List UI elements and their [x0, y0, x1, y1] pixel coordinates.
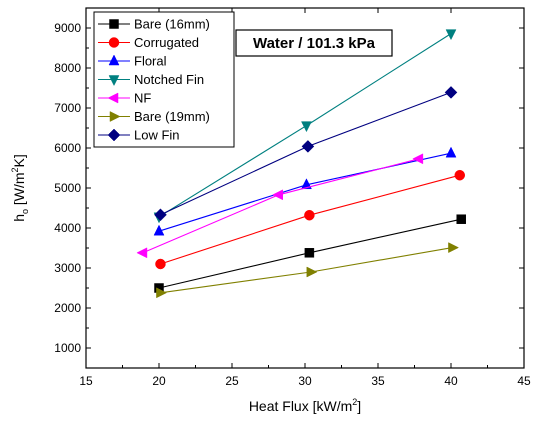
y-tick-label: 6000 — [54, 141, 81, 155]
data-point — [412, 153, 424, 165]
data-point — [304, 209, 315, 221]
y-tick-label: 2000 — [54, 301, 81, 315]
x-tick-label: 30 — [298, 374, 312, 388]
legend-item: Bare (19mm) — [98, 109, 210, 124]
series-low-fin — [154, 86, 458, 222]
data-point — [448, 242, 460, 254]
data-point — [301, 140, 315, 153]
legend-item: Corrugated — [98, 35, 199, 50]
y-tick-label: 8000 — [54, 61, 81, 75]
y-tick-label: 7000 — [54, 101, 81, 115]
legend-item: Bare (16mm) — [98, 17, 210, 32]
data-point — [304, 248, 315, 258]
annotation-box: Water / 101.3 kPa — [235, 29, 393, 57]
data-point — [445, 29, 457, 41]
y-tick-label: 3000 — [54, 261, 81, 275]
axis-ticks: 15 20 25 30 35 40 45 1000 2000 3000 4000 5000 6000 70… — [54, 8, 531, 388]
series-bare-19mm — [156, 242, 460, 299]
legend-marker — [109, 111, 121, 122]
data-point — [272, 189, 283, 201]
data-point — [153, 224, 165, 236]
x-tick-label: 25 — [225, 374, 239, 388]
data-point — [301, 178, 312, 190]
data-point — [444, 86, 458, 99]
legend-label: Floral — [134, 54, 167, 69]
data-point — [155, 258, 166, 270]
series-layer — [136, 29, 466, 299]
series-nf — [136, 153, 424, 259]
y-tick-label: 4000 — [54, 221, 81, 235]
data-point — [454, 169, 466, 181]
legend-marker — [108, 37, 120, 48]
legend: Bare (16mm) Corrugated Floral Notched Fin NF… — [93, 11, 235, 148]
series-line — [158, 152, 452, 232]
legend-marker — [107, 92, 119, 104]
x-tick-label: 35 — [371, 374, 385, 388]
y-axis-title: ho [W/m2K] — [10, 154, 30, 222]
legend-label: Bare (19mm) — [134, 109, 210, 124]
annotation-text: Water / 101.3 kPa — [253, 35, 376, 52]
y-tick-label: 1000 — [54, 341, 81, 355]
data-point — [456, 214, 466, 224]
legend-label: Corrugated — [134, 35, 199, 50]
x-tick-label: 15 — [79, 374, 93, 388]
y-tick-label: 9000 — [54, 21, 81, 35]
legend-marker — [108, 75, 120, 87]
series-line — [142, 158, 420, 254]
data-point — [306, 266, 318, 278]
y-tick-label: 5000 — [54, 181, 81, 195]
series-floral — [153, 146, 457, 236]
legend-marker — [108, 54, 120, 66]
legend-item: Low Fin — [98, 128, 180, 143]
series-bare-16mm — [154, 214, 466, 293]
data-point — [154, 208, 167, 222]
data-point — [136, 247, 148, 259]
data-point — [301, 121, 312, 133]
x-axis-title: Heat Flux [kW/m2] — [249, 397, 361, 414]
legend-label: NF — [134, 91, 151, 106]
data-point — [445, 146, 457, 158]
legend-label: Low Fin — [134, 128, 180, 143]
x-tick-label: 45 — [517, 374, 531, 388]
legend-item: Notched Fin — [98, 72, 204, 87]
series-corrugated — [155, 169, 466, 270]
legend-marker — [107, 128, 121, 142]
legend-marker — [109, 19, 119, 29]
legend-label: Bare (16mm) — [134, 17, 210, 32]
x-tick-label: 20 — [152, 374, 166, 388]
x-tick-label: 40 — [444, 374, 458, 388]
legend-item: Floral — [98, 54, 167, 69]
data-point — [156, 287, 168, 299]
legend-label: Notched Fin — [134, 72, 204, 87]
legend-item: NF — [98, 91, 151, 106]
